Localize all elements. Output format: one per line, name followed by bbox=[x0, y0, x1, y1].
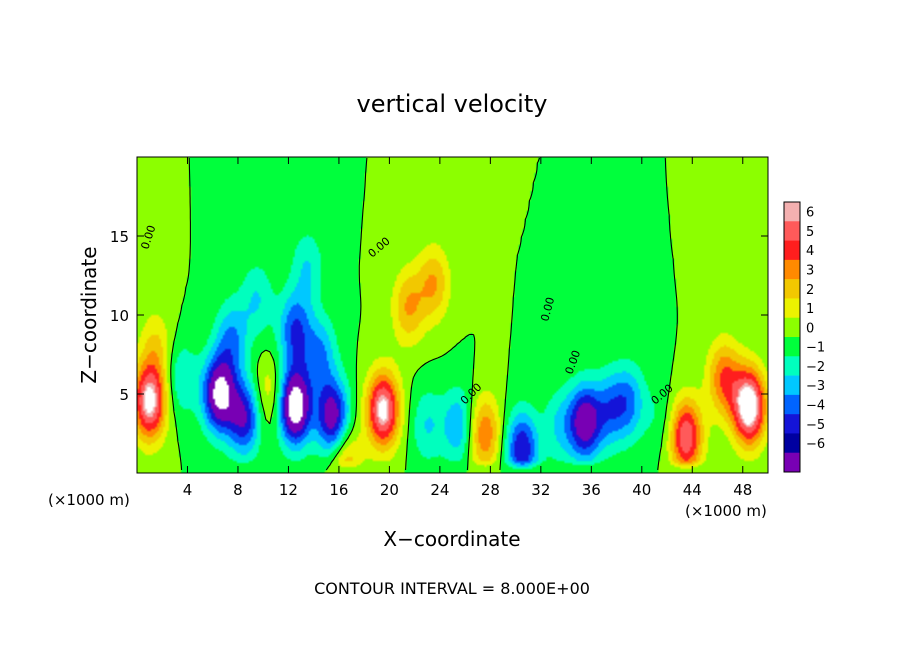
colorbar-swatch bbox=[784, 356, 800, 376]
colorbar-swatch bbox=[784, 414, 800, 434]
y-axis: 5 10 15 bbox=[110, 228, 768, 404]
colorbar-label: −4 bbox=[806, 399, 825, 414]
x-tick-label: 48 bbox=[733, 481, 752, 499]
x-tick-label: 20 bbox=[380, 481, 399, 499]
heatmap-image bbox=[137, 157, 768, 473]
heatmap-field: 0.00 0.000.000.000.000.00 bbox=[137, 157, 768, 473]
colorbar-swatch bbox=[784, 433, 800, 454]
x-tick: 48 bbox=[733, 157, 752, 499]
colorbar-label: −6 bbox=[806, 437, 825, 452]
x-tick: 28 bbox=[481, 157, 500, 499]
y-tick: 5 bbox=[119, 386, 768, 404]
x-tick: 24 bbox=[430, 157, 449, 499]
x-axis: 4 8 12 16 20 24 28 32 36 40 44 48 bbox=[183, 157, 752, 499]
x-tick: 20 bbox=[380, 157, 399, 499]
colorbar-swatch bbox=[784, 394, 800, 415]
colorbar-swatch bbox=[784, 279, 800, 299]
y-tick-label: 15 bbox=[110, 228, 129, 246]
colorbar-label: 6 bbox=[806, 206, 814, 221]
x-tick: 8 bbox=[233, 157, 243, 499]
y-tick: 10 bbox=[110, 307, 768, 325]
x-unit-right: (×1000 m) bbox=[685, 502, 767, 520]
colorbar-swatch bbox=[784, 202, 800, 222]
colorbar-label: 4 bbox=[806, 244, 814, 259]
contour-interval-footer: CONTOUR INTERVAL = 8.000E+00 bbox=[314, 579, 590, 598]
x-tick: 44 bbox=[683, 157, 702, 499]
colorbar-swatch bbox=[784, 240, 800, 261]
x-tick: 40 bbox=[632, 157, 651, 499]
colorbar-swatch bbox=[784, 317, 800, 338]
colorbar-label: 2 bbox=[806, 283, 814, 298]
x-tick: 4 bbox=[183, 157, 193, 499]
x-tick: 16 bbox=[329, 157, 348, 499]
x-unit-left: (×1000 m) bbox=[48, 491, 130, 509]
colorbar: 6 5 4 3 2 1 0 −1 −2 −3 −4 −5 −6 bbox=[783, 201, 825, 473]
x-tick-label: 8 bbox=[233, 481, 243, 499]
x-tick: 36 bbox=[582, 157, 601, 499]
x-tick: 32 bbox=[531, 157, 550, 499]
x-tick-label: 40 bbox=[632, 481, 651, 499]
chart-title: vertical velocity bbox=[357, 90, 548, 118]
x-tick-label: 4 bbox=[183, 481, 193, 499]
y-tick: 15 bbox=[110, 228, 768, 246]
colorbar-label: −2 bbox=[806, 360, 825, 375]
zero-contour-line bbox=[170, 157, 678, 471]
colorbar-swatch bbox=[784, 375, 800, 396]
y-tick-label: 10 bbox=[110, 307, 129, 325]
colorbar-label: 3 bbox=[806, 264, 814, 279]
x-tick-label: 36 bbox=[582, 481, 601, 499]
colorbar-swatch bbox=[784, 452, 800, 473]
colorbar-label: 1 bbox=[806, 302, 814, 317]
colorbar-label: −1 bbox=[806, 341, 825, 356]
x-tick-label: 24 bbox=[430, 481, 449, 499]
x-tick-label: 12 bbox=[279, 481, 298, 499]
colorbar-swatch bbox=[784, 298, 800, 319]
colorbar-swatch bbox=[784, 221, 800, 241]
x-axis-label: X−coordinate bbox=[383, 527, 520, 551]
colorbar-swatch bbox=[784, 259, 800, 280]
x-tick-label: 32 bbox=[531, 481, 550, 499]
colorbar-label: −5 bbox=[806, 418, 825, 433]
x-tick: 12 bbox=[279, 157, 298, 499]
x-tick-label: 28 bbox=[481, 481, 500, 499]
y-tick-label: 5 bbox=[119, 386, 129, 404]
x-tick-label: 16 bbox=[329, 481, 348, 499]
colorbar-label: 5 bbox=[806, 225, 814, 240]
contour-label: 0.00 bbox=[538, 296, 557, 323]
colorbar-label: −3 bbox=[806, 379, 825, 394]
colorbar-swatch bbox=[784, 337, 800, 357]
x-tick-label: 44 bbox=[683, 481, 702, 499]
y-axis-label: Z−coordinate bbox=[77, 246, 101, 383]
colorbar-label: 0 bbox=[806, 321, 814, 336]
